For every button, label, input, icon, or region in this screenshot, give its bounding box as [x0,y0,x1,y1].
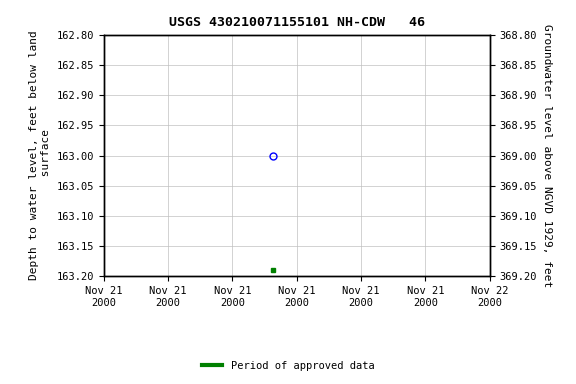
Legend: Period of approved data: Period of approved data [198,357,378,375]
Y-axis label: Depth to water level, feet below land
 surface: Depth to water level, feet below land su… [29,31,51,280]
Title: USGS 430210071155101 NH-CDW   46: USGS 430210071155101 NH-CDW 46 [169,16,425,29]
Y-axis label: Groundwater level above NGVD 1929, feet: Groundwater level above NGVD 1929, feet [543,24,552,287]
